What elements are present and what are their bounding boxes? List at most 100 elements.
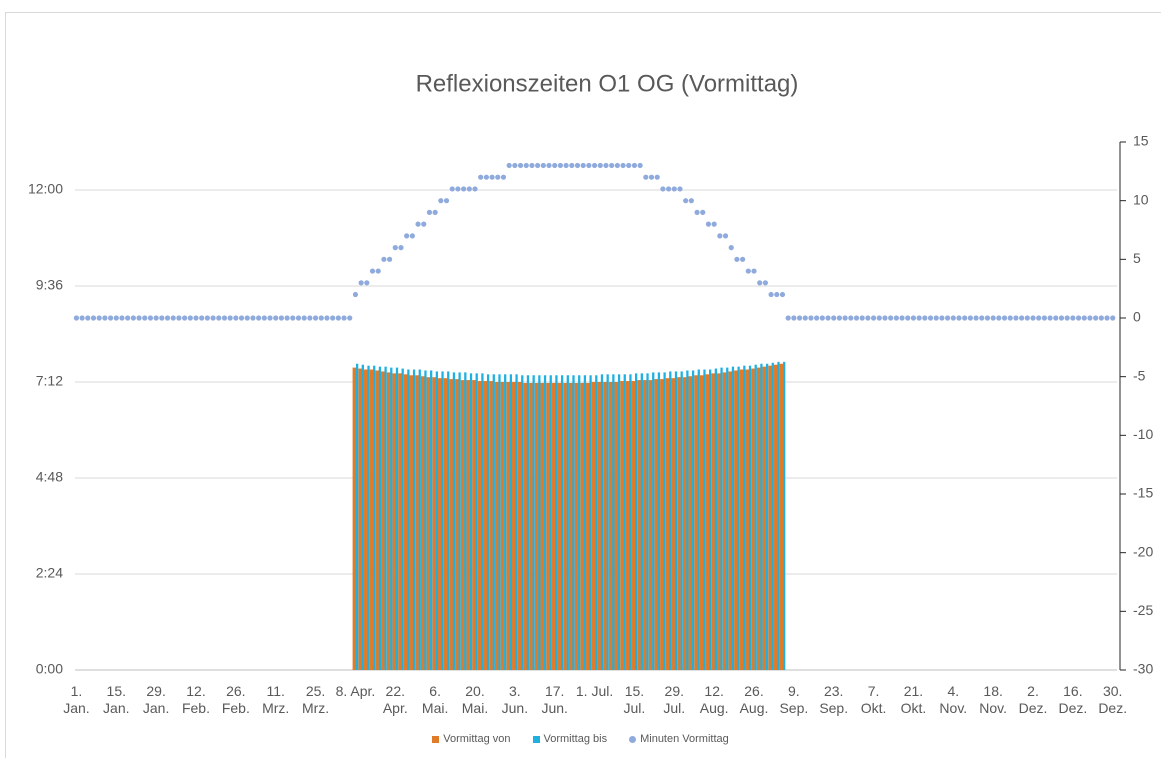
y2-tick-label: 10 — [1133, 191, 1149, 207]
point — [153, 315, 159, 321]
point — [193, 315, 199, 321]
point — [284, 315, 290, 321]
point — [597, 162, 603, 169]
point — [335, 315, 341, 321]
point — [404, 233, 410, 239]
bar — [629, 374, 632, 670]
point — [466, 186, 472, 192]
legend-label: Minuten Vormittag — [640, 733, 729, 745]
point — [1087, 315, 1093, 321]
x-tick-label: 12. Feb. — [181, 683, 210, 716]
bar — [415, 375, 419, 670]
x-tick-label: 26. Aug. — [739, 683, 769, 716]
bar — [512, 382, 516, 670]
point — [688, 198, 694, 204]
point — [330, 315, 336, 321]
bar — [572, 375, 575, 670]
bar — [486, 374, 490, 670]
bar — [475, 373, 478, 670]
point — [489, 174, 495, 180]
point — [1047, 315, 1053, 321]
bar — [779, 363, 784, 670]
bar — [367, 365, 370, 670]
point — [648, 174, 655, 180]
point — [546, 162, 552, 169]
bar — [472, 380, 476, 670]
point — [267, 315, 273, 321]
bar — [361, 364, 364, 670]
point — [876, 315, 882, 321]
point — [233, 315, 239, 321]
bar — [498, 374, 501, 670]
bar — [358, 368, 362, 670]
point — [244, 315, 250, 321]
point — [962, 315, 968, 321]
point — [147, 315, 154, 321]
bar — [660, 379, 664, 670]
y-tick-label: 9:36 — [36, 277, 63, 293]
bar — [648, 380, 653, 670]
bar — [543, 375, 547, 670]
point — [295, 315, 302, 321]
bar — [583, 375, 587, 670]
point — [734, 256, 740, 262]
point — [352, 291, 359, 298]
bar — [705, 374, 710, 670]
point — [142, 315, 148, 321]
bar — [432, 377, 436, 670]
bar — [608, 382, 613, 670]
bar — [754, 364, 757, 670]
point — [557, 162, 564, 169]
point — [831, 315, 837, 321]
bar — [686, 370, 689, 670]
point — [945, 315, 951, 321]
point — [899, 315, 905, 321]
point — [216, 315, 222, 321]
point — [449, 186, 455, 192]
point — [888, 315, 894, 321]
point — [210, 315, 216, 321]
x-tick-label: 16. Dez. — [1058, 683, 1088, 716]
x-tick-label: 2. Dez. — [1018, 683, 1048, 716]
point — [438, 198, 444, 204]
bar — [447, 371, 450, 670]
bar — [600, 374, 604, 670]
bar — [711, 373, 716, 670]
x-tick-label: 15. Jan. — [103, 683, 130, 716]
point — [916, 315, 922, 321]
x-tick-label: 9. Sep. — [779, 683, 809, 716]
point — [990, 315, 996, 321]
bar — [674, 371, 678, 670]
point — [552, 162, 558, 169]
point — [1041, 315, 1048, 321]
point — [910, 315, 917, 321]
bar — [469, 373, 473, 670]
point — [779, 291, 786, 298]
point — [751, 268, 757, 274]
point — [1070, 315, 1076, 321]
bar — [523, 382, 528, 670]
bar — [631, 381, 636, 670]
y2-tick-label: -15 — [1133, 485, 1153, 501]
point — [774, 291, 780, 298]
x-tick-label: 26. Feb. — [221, 683, 250, 716]
frame — [5, 12, 1161, 758]
bar — [591, 382, 596, 670]
bar — [526, 375, 530, 670]
point — [654, 174, 660, 180]
point — [535, 162, 541, 169]
point — [711, 221, 717, 227]
bar — [386, 372, 391, 670]
bar — [773, 364, 778, 670]
x-tick-label: 22. Apr. — [382, 683, 408, 716]
point — [500, 174, 507, 180]
bar — [352, 367, 357, 670]
bar — [589, 375, 592, 670]
x-tick-label: 3. Jun. — [501, 683, 529, 716]
point — [347, 315, 353, 321]
point — [495, 174, 501, 180]
point — [227, 315, 233, 321]
bar — [748, 365, 752, 670]
